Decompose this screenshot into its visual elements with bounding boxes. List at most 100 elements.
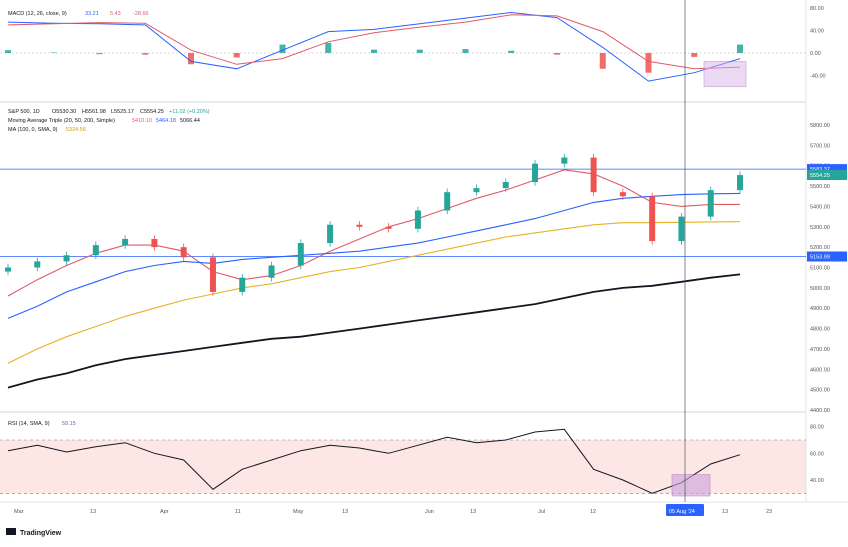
macd-histogram-bar-10 xyxy=(462,49,469,53)
macd-legend-label: MACD (12, 26, close, 9) xyxy=(8,11,67,17)
candle-body-22 xyxy=(649,196,656,242)
candle-body-2 xyxy=(63,255,70,262)
candle-body-3 xyxy=(92,245,99,256)
price-pane xyxy=(5,153,743,389)
price-tick-3: 5500.00 xyxy=(810,184,830,190)
candle-body-14 xyxy=(414,210,421,229)
axes: 80.0040.000.00-40.005800.005700.005600.0… xyxy=(14,6,847,516)
x-axis-label-5: 13 xyxy=(342,509,348,515)
candle-body-8 xyxy=(239,277,246,292)
grid xyxy=(0,52,806,257)
main-legend-label: S&P 500, 1D xyxy=(8,109,40,115)
price-label-text-2: 5153.99 xyxy=(810,255,830,261)
macd-histogram-bar-9 xyxy=(416,49,423,53)
macd-histogram-bar-7 xyxy=(325,42,332,53)
candle-body-7 xyxy=(209,257,216,292)
candle-body-16 xyxy=(473,188,480,193)
tradingview-logo: TradingView xyxy=(6,528,62,537)
macd-histogram-bar-13 xyxy=(599,53,606,69)
x-axis-label-3: 11 xyxy=(235,509,241,515)
rsi-line xyxy=(7,428,741,494)
ma-triple-label: Moving Average Triple (20, 50, 200, Simp… xyxy=(8,118,115,124)
candle-body-1 xyxy=(34,261,41,268)
candle-body-9 xyxy=(268,265,275,278)
price-tick-11: 4700.00 xyxy=(810,347,830,353)
x-axis-label-10: 13 xyxy=(722,509,728,515)
candle-body-11 xyxy=(327,224,334,244)
candle-body-0 xyxy=(5,267,11,272)
macd-value-2: 5.43 xyxy=(110,11,121,17)
macd-histogram-bar-1 xyxy=(50,52,57,53)
price-tick-10: 4800.00 xyxy=(810,327,830,333)
macd-histogram-bar-0 xyxy=(5,50,11,53)
candle-body-17 xyxy=(502,182,509,189)
macd-histogram-bar-3 xyxy=(142,53,149,55)
candle-body-10 xyxy=(297,243,304,266)
ma100-value: 5324.56 xyxy=(66,127,86,133)
macd-tick-2: 0.00 xyxy=(810,51,821,57)
price-tick-7: 5100.00 xyxy=(810,266,830,272)
macd-tick-1: 40.00 xyxy=(810,29,824,35)
macd-histogram-bar-15 xyxy=(691,53,698,57)
ma-triple-value-50: 5464.18 xyxy=(156,118,176,124)
macd-histogram-bar-4 xyxy=(188,53,194,65)
rsi-value: 59.15 xyxy=(62,421,76,427)
x-axis-label-0: Mar xyxy=(14,509,24,515)
candle-body-21 xyxy=(619,192,626,197)
x-axis-label-7: 13 xyxy=(470,509,476,515)
price-tick-4: 5400.00 xyxy=(810,204,830,210)
candle-body-5 xyxy=(151,239,158,248)
ma-line-2 xyxy=(7,221,741,364)
candle-body-23 xyxy=(678,216,685,242)
candle-body-12 xyxy=(356,224,363,227)
candle-body-6 xyxy=(180,247,187,258)
rsi-legend-label: RSI (14, SMA, 9) xyxy=(8,421,50,427)
price-tick-6: 5200.00 xyxy=(810,245,830,251)
tradingview-logo-mark xyxy=(6,528,16,535)
rsi-highlight-box xyxy=(671,474,711,497)
rsi-tick-0: 80.00 xyxy=(810,425,824,431)
rsi-pane xyxy=(0,428,806,497)
ma-line-3 xyxy=(7,273,741,389)
ohlc-open: O5530.30 xyxy=(52,109,76,115)
macd-histogram-bar-16 xyxy=(737,44,743,53)
candle-body-4 xyxy=(122,239,129,246)
x-axis-highlight-box xyxy=(666,504,704,516)
ohlc-low: L5525.17 xyxy=(111,109,134,115)
x-axis-label-11: 23 xyxy=(766,509,772,515)
price-tick-8: 5000.00 xyxy=(810,286,830,292)
macd-tick-0: 80.00 xyxy=(810,6,824,12)
x-axis-label-6: Jun xyxy=(425,509,434,515)
macd-histogram-bar-5 xyxy=(233,53,240,58)
x-axis-label-1: 13 xyxy=(90,509,96,515)
ma-triple-value-20: 5410.10 xyxy=(132,118,152,124)
ohlc-change: +11.02 (+0.20%) xyxy=(169,109,210,115)
macd-histogram-bar-6 xyxy=(279,44,286,53)
x-axis-label-4: May xyxy=(293,509,304,515)
x-axis-label-2: Apr xyxy=(160,509,169,515)
candle-body-24 xyxy=(707,190,714,217)
candle-body-25 xyxy=(737,175,743,191)
x-axis-label-8: Jul xyxy=(538,509,545,515)
price-tick-1: 5700.00 xyxy=(810,143,830,149)
macd-histogram-bar-12 xyxy=(554,53,560,55)
price-tick-14: 4400.00 xyxy=(810,408,830,414)
macd-histogram-bar-14 xyxy=(645,53,652,73)
price-tick-13: 4500.00 xyxy=(810,388,830,394)
macd-histogram-bar-2 xyxy=(96,53,103,55)
candle-body-18 xyxy=(532,163,539,182)
candle-body-15 xyxy=(444,192,451,211)
ohlc-high: H5561.98 xyxy=(82,109,106,115)
price-label-box-2 xyxy=(807,251,847,262)
price-label-box-1 xyxy=(807,170,847,181)
candle-body-20 xyxy=(590,157,597,193)
x-axis-highlight-text: 05 Aug '24 xyxy=(669,509,695,515)
macd-histogram-bar-8 xyxy=(371,49,377,53)
rsi-tick-1: 60.00 xyxy=(810,451,824,457)
candle-body-13 xyxy=(385,226,392,229)
macd-series-line-0 xyxy=(7,11,741,82)
tradingview-logo-text: TradingView xyxy=(20,530,62,537)
ma-line-1 xyxy=(7,192,741,319)
